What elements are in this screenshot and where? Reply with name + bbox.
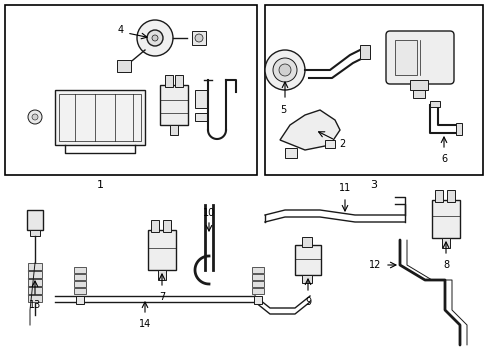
Bar xyxy=(431,200,459,238)
Circle shape xyxy=(279,64,290,76)
Bar xyxy=(251,281,264,287)
Bar xyxy=(74,288,86,294)
Circle shape xyxy=(195,34,203,42)
Bar xyxy=(160,85,187,125)
FancyBboxPatch shape xyxy=(385,31,453,84)
Bar xyxy=(192,31,205,45)
Bar xyxy=(253,296,262,304)
Bar xyxy=(394,40,416,75)
Bar xyxy=(285,148,296,158)
Bar xyxy=(164,75,173,87)
Bar xyxy=(441,238,449,248)
Circle shape xyxy=(32,114,38,120)
Bar xyxy=(28,279,42,286)
Bar xyxy=(158,270,165,280)
Bar xyxy=(251,288,264,294)
Bar xyxy=(175,75,183,87)
Text: 10: 10 xyxy=(203,208,215,218)
Bar xyxy=(409,80,427,90)
Bar xyxy=(28,287,42,294)
Bar xyxy=(74,274,86,280)
Text: 6: 6 xyxy=(440,154,446,164)
Bar xyxy=(251,274,264,280)
Text: 5: 5 xyxy=(279,105,285,115)
Circle shape xyxy=(152,35,158,41)
Bar xyxy=(446,190,454,202)
Bar xyxy=(163,220,171,232)
Bar xyxy=(359,45,369,59)
Text: 4: 4 xyxy=(118,25,124,35)
Bar xyxy=(28,263,42,270)
Bar xyxy=(195,113,206,121)
Bar xyxy=(74,267,86,273)
Bar xyxy=(195,90,206,108)
Bar xyxy=(302,275,311,283)
Text: 12: 12 xyxy=(368,260,381,270)
Bar xyxy=(302,237,311,247)
Bar xyxy=(28,295,42,302)
Text: 3: 3 xyxy=(370,180,377,190)
Bar xyxy=(251,267,264,273)
Text: 11: 11 xyxy=(338,183,350,193)
Bar xyxy=(434,190,442,202)
Bar xyxy=(294,245,320,275)
Bar xyxy=(325,140,334,148)
Bar xyxy=(429,101,439,107)
Bar xyxy=(55,90,145,145)
Bar xyxy=(5,5,257,175)
Polygon shape xyxy=(280,110,339,150)
Circle shape xyxy=(272,58,296,82)
Circle shape xyxy=(137,20,173,56)
Bar xyxy=(59,94,141,141)
Bar xyxy=(148,230,176,270)
Text: 2: 2 xyxy=(338,139,345,149)
Bar xyxy=(74,281,86,287)
Text: 13: 13 xyxy=(29,300,41,310)
Text: 1: 1 xyxy=(97,180,104,190)
Bar xyxy=(455,123,461,135)
Text: 9: 9 xyxy=(305,297,310,307)
Bar xyxy=(28,271,42,278)
Bar xyxy=(30,230,40,236)
Text: 7: 7 xyxy=(159,292,165,302)
Circle shape xyxy=(264,50,305,90)
Text: 8: 8 xyxy=(442,260,448,270)
Text: 14: 14 xyxy=(139,319,151,329)
Bar xyxy=(151,220,159,232)
Bar xyxy=(412,90,424,98)
Circle shape xyxy=(147,30,163,46)
Bar xyxy=(264,5,482,175)
Circle shape xyxy=(28,110,42,124)
Bar xyxy=(27,210,43,230)
Bar xyxy=(76,296,84,304)
Bar xyxy=(117,60,131,72)
Bar xyxy=(170,125,178,135)
